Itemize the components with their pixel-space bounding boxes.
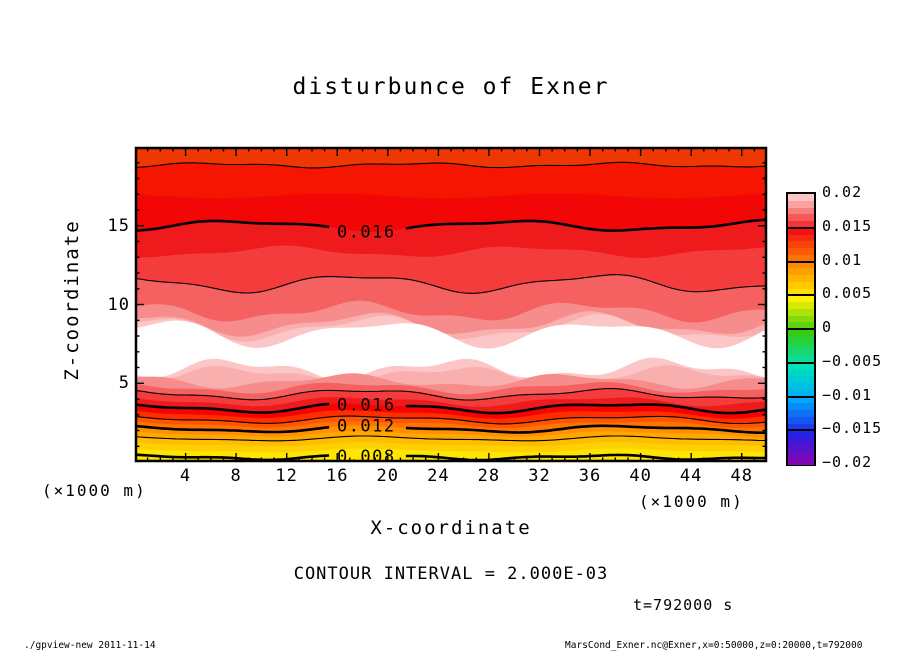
colorbar-band xyxy=(788,288,814,296)
svg-text:0.016: 0.016 xyxy=(337,396,396,416)
colorbar-band xyxy=(788,410,814,418)
colorbar-tick-label: −0.015 xyxy=(822,419,883,438)
colorbar-band xyxy=(788,295,814,303)
colorbar-band xyxy=(788,416,814,424)
colorbar-tick-label: −0.01 xyxy=(822,385,873,404)
colorbar-band xyxy=(788,241,814,249)
colorbar-divider xyxy=(788,395,814,398)
colorbar-tick-label: −0.005 xyxy=(822,351,883,370)
colorbar-band xyxy=(788,234,814,242)
colorbar-band xyxy=(788,376,814,384)
y-tick-label: 5 xyxy=(118,373,130,394)
y-axis-title: Z-coordinate xyxy=(61,219,83,381)
colorbar xyxy=(786,192,816,466)
colorbar-band xyxy=(788,281,814,289)
x-tick-label: 32 xyxy=(528,466,551,486)
contour-interval-label: CONTOUR INTERVAL = 2.000E-03 xyxy=(293,564,609,584)
colorbar-band xyxy=(788,194,814,202)
colorbar-band xyxy=(788,342,814,350)
colorbar-band xyxy=(788,335,814,343)
colorbar-tick-label: 0.005 xyxy=(822,284,873,303)
colorbar-divider xyxy=(788,260,814,263)
colorbar-band xyxy=(788,214,814,222)
x-axis-title: X-coordinate xyxy=(370,517,532,539)
colorbar-band xyxy=(788,329,814,337)
colorbar-band xyxy=(788,268,814,276)
colorbar-band xyxy=(788,457,814,465)
colorbar-band xyxy=(788,315,814,323)
colorbar-divider xyxy=(788,226,814,229)
footer-command-text: ./gpview-new 2011-11-14 xyxy=(24,640,156,651)
colorbar-band xyxy=(788,254,814,262)
colorbar-band xyxy=(788,396,814,404)
x-tick-label: 4 xyxy=(179,466,192,486)
colorbar-band xyxy=(788,383,814,391)
colorbar-band xyxy=(788,430,814,438)
svg-text:0.008: 0.008 xyxy=(337,447,396,467)
colorbar-tick-label: 0.01 xyxy=(822,250,863,269)
x-tick-label: 24 xyxy=(427,466,450,486)
colorbar-band xyxy=(788,443,814,451)
x-tick-label: 48 xyxy=(730,466,753,486)
time-label: t=792000 s xyxy=(633,596,734,614)
colorbar-band xyxy=(788,369,814,377)
colorbar-band xyxy=(788,423,814,431)
footer-dataset-text: MarsCond_Exner.nc@Exner,x=0:50000,z=0:20… xyxy=(565,640,863,651)
svg-text:0.012: 0.012 xyxy=(337,417,396,437)
colorbar-band xyxy=(788,362,814,370)
x-tick-label: 44 xyxy=(679,466,703,486)
colorbar-band xyxy=(788,207,814,215)
colorbar-band xyxy=(788,248,814,256)
colorbar-band xyxy=(788,308,814,316)
colorbar-band xyxy=(788,450,814,458)
colorbar-band xyxy=(788,349,814,357)
x-tick-label: 36 xyxy=(578,466,602,486)
colorbar-band xyxy=(788,356,814,364)
colorbar-band xyxy=(788,261,814,269)
colorbar-divider xyxy=(788,361,814,364)
colorbar-band xyxy=(788,302,814,310)
x-axis-unit-left: (×1000 m) xyxy=(42,481,147,500)
colorbar-tick-label: 0 xyxy=(822,318,833,336)
colorbar-divider xyxy=(788,429,814,432)
y-tick-label: 15 xyxy=(107,215,130,236)
svg-text:0.016: 0.016 xyxy=(337,223,396,243)
x-tick-label: 40 xyxy=(629,466,652,486)
colorbar-divider xyxy=(788,328,814,330)
colorbar-band xyxy=(788,227,814,235)
x-tick-label: 8 xyxy=(230,466,242,486)
colorbar-tick-label: 0.015 xyxy=(822,216,873,235)
x-tick-label: 12 xyxy=(275,466,298,486)
y-tick-label: 10 xyxy=(107,294,130,315)
colorbar-band xyxy=(788,275,814,283)
x-axis-unit-right: (×1000 m) xyxy=(639,492,744,511)
colorbar-tick-label: 0.02 xyxy=(822,183,863,201)
colorbar-band xyxy=(788,322,814,330)
colorbar-band xyxy=(788,437,814,445)
x-tick-label: 16 xyxy=(325,466,349,486)
colorbar-tick-label: −0.02 xyxy=(822,453,873,471)
colorbar-band xyxy=(788,389,814,397)
x-tick-label: 20 xyxy=(376,466,400,486)
colorbar-band xyxy=(788,200,814,208)
colorbar-band xyxy=(788,221,814,229)
colorbar-band xyxy=(788,403,814,411)
plot-title: disturbunce of Exner xyxy=(292,74,610,100)
colorbar-divider xyxy=(788,294,814,297)
x-tick-label: 28 xyxy=(477,466,501,486)
